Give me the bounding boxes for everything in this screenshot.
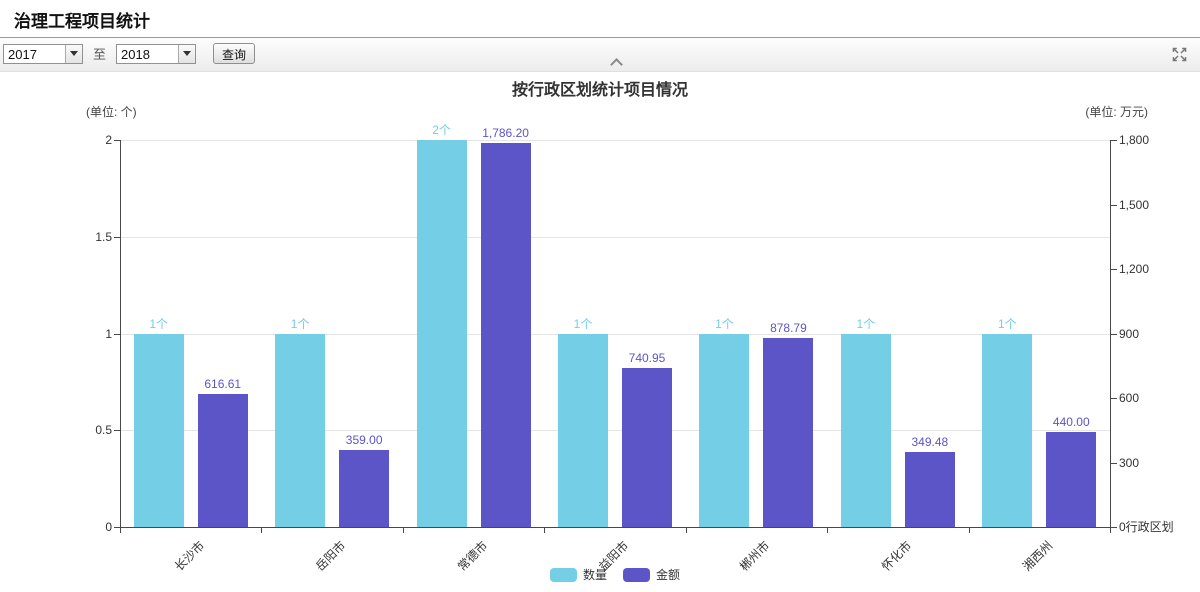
amount-bar[interactable] — [1046, 432, 1097, 527]
amount-bar-label: 740.95 — [628, 350, 666, 365]
legend-item[interactable]: 数量 — [549, 566, 607, 583]
right-axis-tick-label: 0行政区划 — [1119, 520, 1174, 534]
amount-bar-label: 878.79 — [770, 321, 807, 336]
count-bar[interactable] — [133, 333, 184, 527]
left-axis-unit-label: (单位: 个) — [86, 105, 137, 119]
legend-label: 金额 — [656, 568, 681, 582]
year-from-value: 2017 — [8, 46, 37, 62]
count-bar-label: 1个 — [997, 316, 1017, 331]
caret-down-icon — [70, 51, 78, 56]
amount-bar-label: 616.61 — [204, 377, 242, 392]
x-axis-tickmark — [120, 528, 121, 533]
year-from-select[interactable]: 2017 — [3, 43, 83, 64]
year-to-dropdown-button[interactable] — [178, 44, 196, 63]
right-axis-tickmark — [1111, 204, 1117, 206]
right-axis-tickmark — [1111, 269, 1117, 270]
left-axis-tick-label: 0.5 — [95, 423, 112, 438]
caret-down-icon — [183, 51, 192, 56]
count-bar-label: 2个 — [432, 123, 451, 137]
gridline — [121, 333, 1110, 335]
page-header: 治理工程项目统计 — [0, 0, 1200, 38]
year-to-value: 2018 — [121, 46, 150, 62]
count-bar-label: 1个 — [149, 316, 169, 331]
right-axis-tickmark — [1111, 398, 1117, 399]
amount-bar[interactable] — [339, 449, 390, 527]
right-axis-tick-label: 1,800 — [1119, 133, 1150, 147]
count-bar-label: 1个 — [290, 316, 310, 331]
legend-swatch-icon — [549, 567, 577, 582]
count-bar[interactable] — [275, 333, 326, 527]
amount-bar[interactable] — [904, 451, 955, 527]
collapse-panel-chevron-up-icon[interactable] — [610, 58, 623, 71]
x-axis-tickmark — [402, 528, 404, 533]
x-axis-tickmark — [261, 528, 263, 533]
left-axis-tick-label: 1.5 — [95, 229, 112, 244]
left-axis-tick-label: 1 — [105, 326, 112, 341]
gridline — [121, 140, 1110, 141]
count-bar-label: 1个 — [856, 316, 876, 331]
query-button[interactable]: 查询 — [213, 43, 256, 64]
year-to-select[interactable]: 2018 — [116, 43, 197, 64]
right-axis-unit-label: (单位: 万元) — [1085, 105, 1148, 119]
left-axis-tickmark — [114, 140, 120, 141]
right-axis-tick-label: 1,200 — [1119, 262, 1150, 276]
fullscreen-expand-icon[interactable] — [1171, 46, 1188, 63]
left-axis-tickmark — [114, 430, 120, 432]
toolbar-controls: 2017 至 2018 查询 — [3, 43, 256, 64]
bar-chart: 按行政区划统计项目情况 (单位: 个) (单位: 万元) 2 1.5 1 0.5 0 1,… — [0, 72, 1200, 592]
legend-item[interactable]: 金额 — [623, 566, 680, 583]
left-axis-tick-label: 0 — [105, 520, 112, 534]
left-axis-tickmark — [114, 236, 120, 238]
chart-title: 按行政区划统计项目情况 — [511, 82, 688, 99]
amount-bar-label: 349.48 — [911, 434, 949, 449]
toolbar: 2017 至 2018 查询 — [0, 38, 1200, 72]
count-bar[interactable] — [982, 333, 1033, 527]
right-axis-tickmark — [1111, 140, 1117, 141]
x-axis-tickmark — [1110, 528, 1111, 533]
right-axis-tickmark — [1111, 333, 1117, 335]
count-bar-label: 1个 — [715, 316, 734, 331]
right-axis-line — [1110, 140, 1111, 527]
count-bar[interactable] — [558, 333, 608, 527]
count-bar[interactable] — [699, 333, 750, 527]
count-bar[interactable] — [840, 333, 891, 527]
chart-legend: 数量 金额 — [120, 566, 1110, 583]
amount-bar[interactable] — [622, 367, 672, 527]
amount-bar[interactable] — [763, 338, 814, 527]
right-axis-tickmark — [1111, 462, 1117, 464]
amount-bar[interactable] — [480, 142, 531, 527]
x-axis-tickmark — [827, 528, 829, 533]
gridline — [121, 236, 1110, 238]
amount-bar-label: 1,786.20 — [482, 125, 529, 140]
year-from-dropdown-button[interactable] — [65, 44, 82, 63]
gridline — [121, 430, 1110, 432]
legend-label: 数量 — [582, 568, 607, 582]
count-bar-label: 1个 — [573, 316, 593, 331]
range-separator-label: 至 — [93, 47, 107, 62]
count-bar[interactable] — [416, 140, 467, 527]
left-axis-tickmark — [114, 527, 120, 528]
right-axis-tick-label: 600 — [1119, 391, 1140, 405]
left-axis-line — [120, 140, 121, 527]
right-axis-tick-label: 900 — [1119, 326, 1140, 341]
x-axis-tickmark — [685, 528, 687, 533]
right-axis-tick-label: 1,500 — [1119, 197, 1150, 212]
right-axis-tickmark — [1111, 527, 1117, 528]
right-axis-tick-label: 300 — [1119, 455, 1140, 470]
legend-swatch-icon — [623, 567, 650, 582]
x-axis-line — [120, 527, 1111, 528]
amount-bar-label: 359.00 — [345, 432, 383, 447]
amount-bar[interactable] — [197, 394, 248, 527]
page-title: 治理工程项目统计 — [14, 12, 150, 31]
left-axis-tickmark — [114, 333, 120, 335]
amount-bar-label: 440.00 — [1052, 415, 1090, 430]
x-axis-tickmark — [544, 528, 546, 533]
x-axis-tickmark — [968, 528, 970, 533]
left-axis-tick-label: 2 — [105, 133, 112, 147]
